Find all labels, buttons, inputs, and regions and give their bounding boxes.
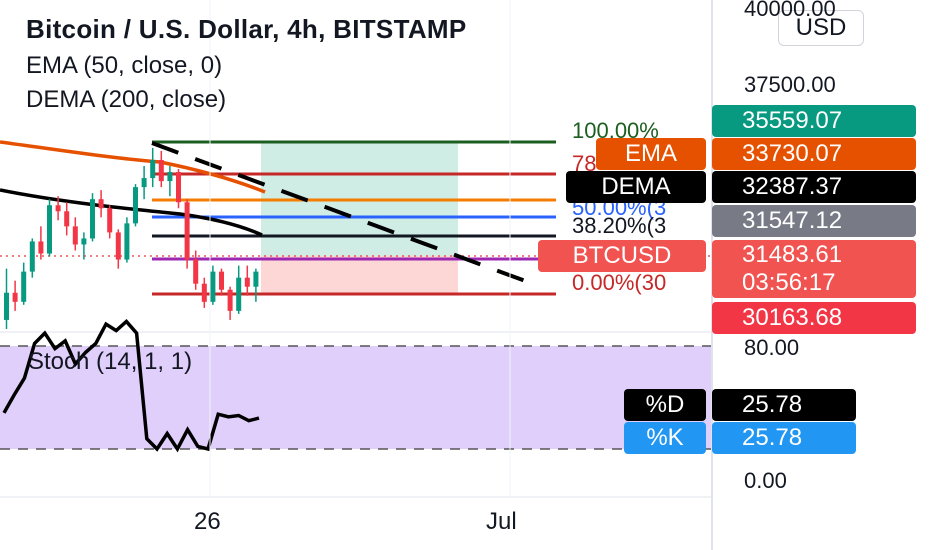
candle-body [236, 277, 242, 311]
dema-legend[interactable]: DEMA (200, close) [26, 86, 227, 113]
btcusd-price: 31483.61 [742, 241, 843, 268]
stoch-legend[interactable]: Stoch (14, 1, 1) [28, 348, 193, 375]
ema-price-label: 33730.07 [712, 138, 916, 170]
btcusd-tag: BTCUSD [538, 240, 706, 272]
dema-line [0, 188, 263, 237]
fib-0-label: 0.00%(30 [572, 270, 667, 295]
stoch-k-tag: %K [624, 422, 706, 454]
fib-100-price-label: 35559.07 [712, 105, 916, 137]
candle-body [227, 289, 233, 311]
candle-body [64, 211, 70, 227]
time-tick-jul: Jul [486, 508, 517, 535]
candles-group [4, 147, 259, 329]
dema-price-label: 32387.37 [712, 171, 916, 203]
time-tick-26: 26 [194, 508, 221, 535]
candle-body [141, 178, 147, 188]
stoch-k-line [2, 319, 260, 453]
candle-body [47, 205, 52, 254]
ema-tag: EMA [596, 138, 706, 170]
candle-body [81, 238, 87, 245]
candle-body [167, 172, 173, 182]
candle-body [55, 205, 61, 212]
candle-countdown: 03:56:17 [742, 269, 836, 296]
btcusd-price-label: 31483.61 03:56:17 [712, 240, 916, 298]
candle-body [12, 292, 18, 302]
stoch-d-value: 25.78 [712, 389, 856, 421]
dema-tag: DEMA [566, 171, 706, 203]
candle-body [90, 199, 95, 239]
stoch-tick-80: 80.00 [744, 335, 800, 360]
candle-body [124, 223, 130, 260]
stoch-band [0, 346, 712, 449]
fib-382-label: 38.20%(3 [572, 213, 667, 238]
candle-body [21, 271, 27, 302]
candle-body [219, 271, 224, 290]
candle-body [158, 159, 164, 182]
candle-body [72, 226, 78, 245]
candle-body [193, 259, 199, 284]
price-tick-37500: 37500.00 [744, 72, 836, 97]
fib-382-price-label: 31547.12 [712, 205, 916, 237]
stop-zone [261, 256, 458, 294]
candle-body [107, 208, 113, 233]
candle-body [4, 292, 9, 320]
candle-body [38, 241, 44, 254]
candle-body [201, 283, 207, 302]
trend-line [151, 141, 529, 284]
currency-button[interactable]: USD [778, 10, 864, 46]
fib-0-price-label: 30163.68 [712, 302, 916, 334]
stoch-k-value: 25.78 [712, 422, 856, 454]
candle-body [133, 187, 138, 224]
candle-body [210, 271, 216, 302]
candle-body [184, 202, 190, 260]
stoch-tick-0: 0.00 [744, 468, 787, 493]
candle-body [98, 199, 104, 209]
price-tick-40000: 40000.00 [744, 0, 836, 21]
chart-title: Bitcoin / U.S. Dollar, 4h, BITSTAMP [26, 14, 467, 44]
stoch-d-tag: %D [624, 389, 706, 421]
candle-body [253, 271, 259, 287]
candle-body [244, 277, 250, 287]
candle-body [150, 159, 156, 179]
candle-body [115, 232, 121, 260]
candle-body [29, 241, 35, 272]
ema-legend[interactable]: EMA (50, close, 0) [26, 52, 223, 79]
candle-body [176, 172, 181, 203]
ema-line [0, 140, 266, 194]
